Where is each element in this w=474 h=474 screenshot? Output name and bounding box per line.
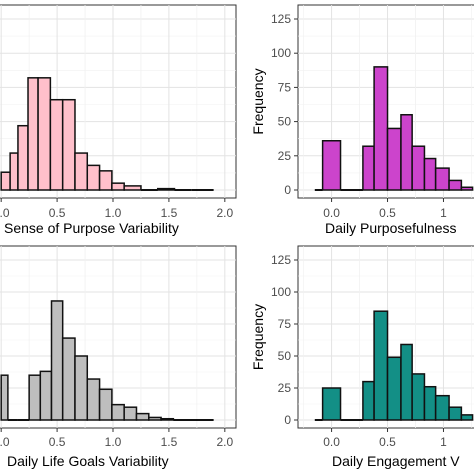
y-tick-label: 0	[284, 413, 291, 427]
histogram-bar	[434, 167, 450, 191]
x-tick-label: 0.5	[379, 206, 396, 220]
histogram-bar	[86, 164, 101, 191]
y-tick-label: 100	[271, 285, 291, 299]
x-tick-label: 0.5	[49, 206, 66, 220]
histogram-bar	[49, 98, 64, 191]
x-tick-label: 0.5	[49, 435, 66, 449]
histogram-bar	[27, 77, 39, 191]
histogram-bar	[61, 98, 76, 191]
y-tick-label: 25	[278, 381, 292, 395]
panel-p4: 0.0 0.5 1 0 25 50 75 100 125 Frequency Daily Engag…	[250, 245, 474, 469]
y-tick-label: 0	[284, 183, 291, 197]
histogram-bar	[434, 394, 450, 421]
y-tick-label: 100	[271, 46, 291, 60]
y-tick-label: 125	[271, 253, 291, 267]
y-tick-label: 25	[278, 149, 292, 163]
histogram-bar	[135, 412, 150, 421]
histogram-bar	[362, 145, 375, 191]
x-tick-label: 1.0	[105, 435, 122, 449]
x-axis-label: Daily Engagement V	[332, 453, 460, 469]
x-tick-label: 0.0	[323, 206, 340, 220]
histogram-bar	[28, 374, 42, 421]
histogram-bar	[0, 374, 9, 421]
histogram-bar	[362, 380, 375, 421]
histogram-bar	[423, 157, 437, 191]
histogram-bar	[111, 403, 125, 421]
histogram-bar	[74, 355, 89, 421]
histogram-bar	[50, 300, 64, 421]
histogram-bar	[373, 310, 389, 421]
y-tick-label: 75	[278, 317, 292, 331]
x-tick-label: 2.0	[216, 435, 233, 449]
histogram-bar	[98, 388, 113, 421]
histogram-bar	[400, 343, 413, 421]
histogram-bar	[423, 385, 437, 421]
histogram-bar	[460, 186, 474, 191]
panel-p1: 0.0 0.5 1.0 1.5 2.0 Sense of Purpose Variabil…	[0, 4, 237, 236]
x-tick-label: 1	[440, 206, 447, 220]
x-tick-label: 1.5	[161, 435, 178, 449]
histogram-bar	[411, 145, 426, 191]
histogram-bar	[460, 414, 474, 421]
histogram-bar	[386, 127, 402, 191]
histogram-bar	[74, 152, 89, 191]
histogram-bar	[411, 373, 426, 421]
x-tick-label: 0.5	[379, 435, 396, 449]
histogram-bar	[321, 140, 342, 191]
y-tick-label: 50	[278, 349, 292, 363]
histogram-bar	[9, 152, 19, 191]
x-tick-label: 2.0	[216, 206, 233, 220]
histogram-bar	[61, 337, 76, 421]
x-tick-label: 1.0	[105, 206, 122, 220]
histogram-bar	[17, 124, 29, 191]
histogram-bar	[123, 185, 142, 191]
histogram-bar	[448, 179, 463, 191]
y-tick-label: 125	[271, 12, 291, 26]
histogram-bar	[148, 416, 162, 421]
histogram-bar	[98, 170, 113, 191]
histogram-bar	[386, 356, 402, 421]
histogram-bar	[86, 378, 101, 421]
y-axis-label: Frequency	[250, 304, 266, 370]
x-axis-label: Sense of Purpose Variability	[4, 220, 179, 236]
histogram-bar	[37, 77, 52, 191]
x-tick-label: 0.0	[323, 435, 340, 449]
histogram-bar	[123, 406, 138, 421]
x-tick-label: 0.0	[0, 206, 10, 220]
histogram-bar	[160, 417, 175, 421]
histogram-bar	[39, 370, 53, 421]
panel-p3: 0.0 0.5 1.0 1.5 2.0 Daily Life Goals Variabil…	[0, 245, 237, 469]
histogram-bar	[373, 66, 389, 191]
x-axis-label: Daily Life Goals Variability	[7, 453, 169, 469]
x-axis-label: Daily Purposefulness	[325, 220, 457, 236]
panel-p2: 0.0 0.5 1 0 25 50 75 100 125 Frequency Daily Purpo…	[250, 4, 474, 236]
x-tick-label: 0.0	[0, 435, 10, 449]
y-tick-label: 75	[278, 80, 292, 94]
histogram-bar	[321, 387, 342, 421]
histogram-bar	[448, 406, 463, 421]
y-axis-label: Frequency	[250, 68, 266, 134]
histogram-bar	[111, 182, 125, 191]
x-tick-label: 1	[440, 435, 447, 449]
x-tick-label: 1.5	[161, 206, 178, 220]
histogram-bar	[156, 187, 176, 191]
y-tick-label: 50	[278, 115, 292, 129]
histogram-bar	[400, 114, 413, 191]
histogram-bar	[0, 171, 11, 191]
